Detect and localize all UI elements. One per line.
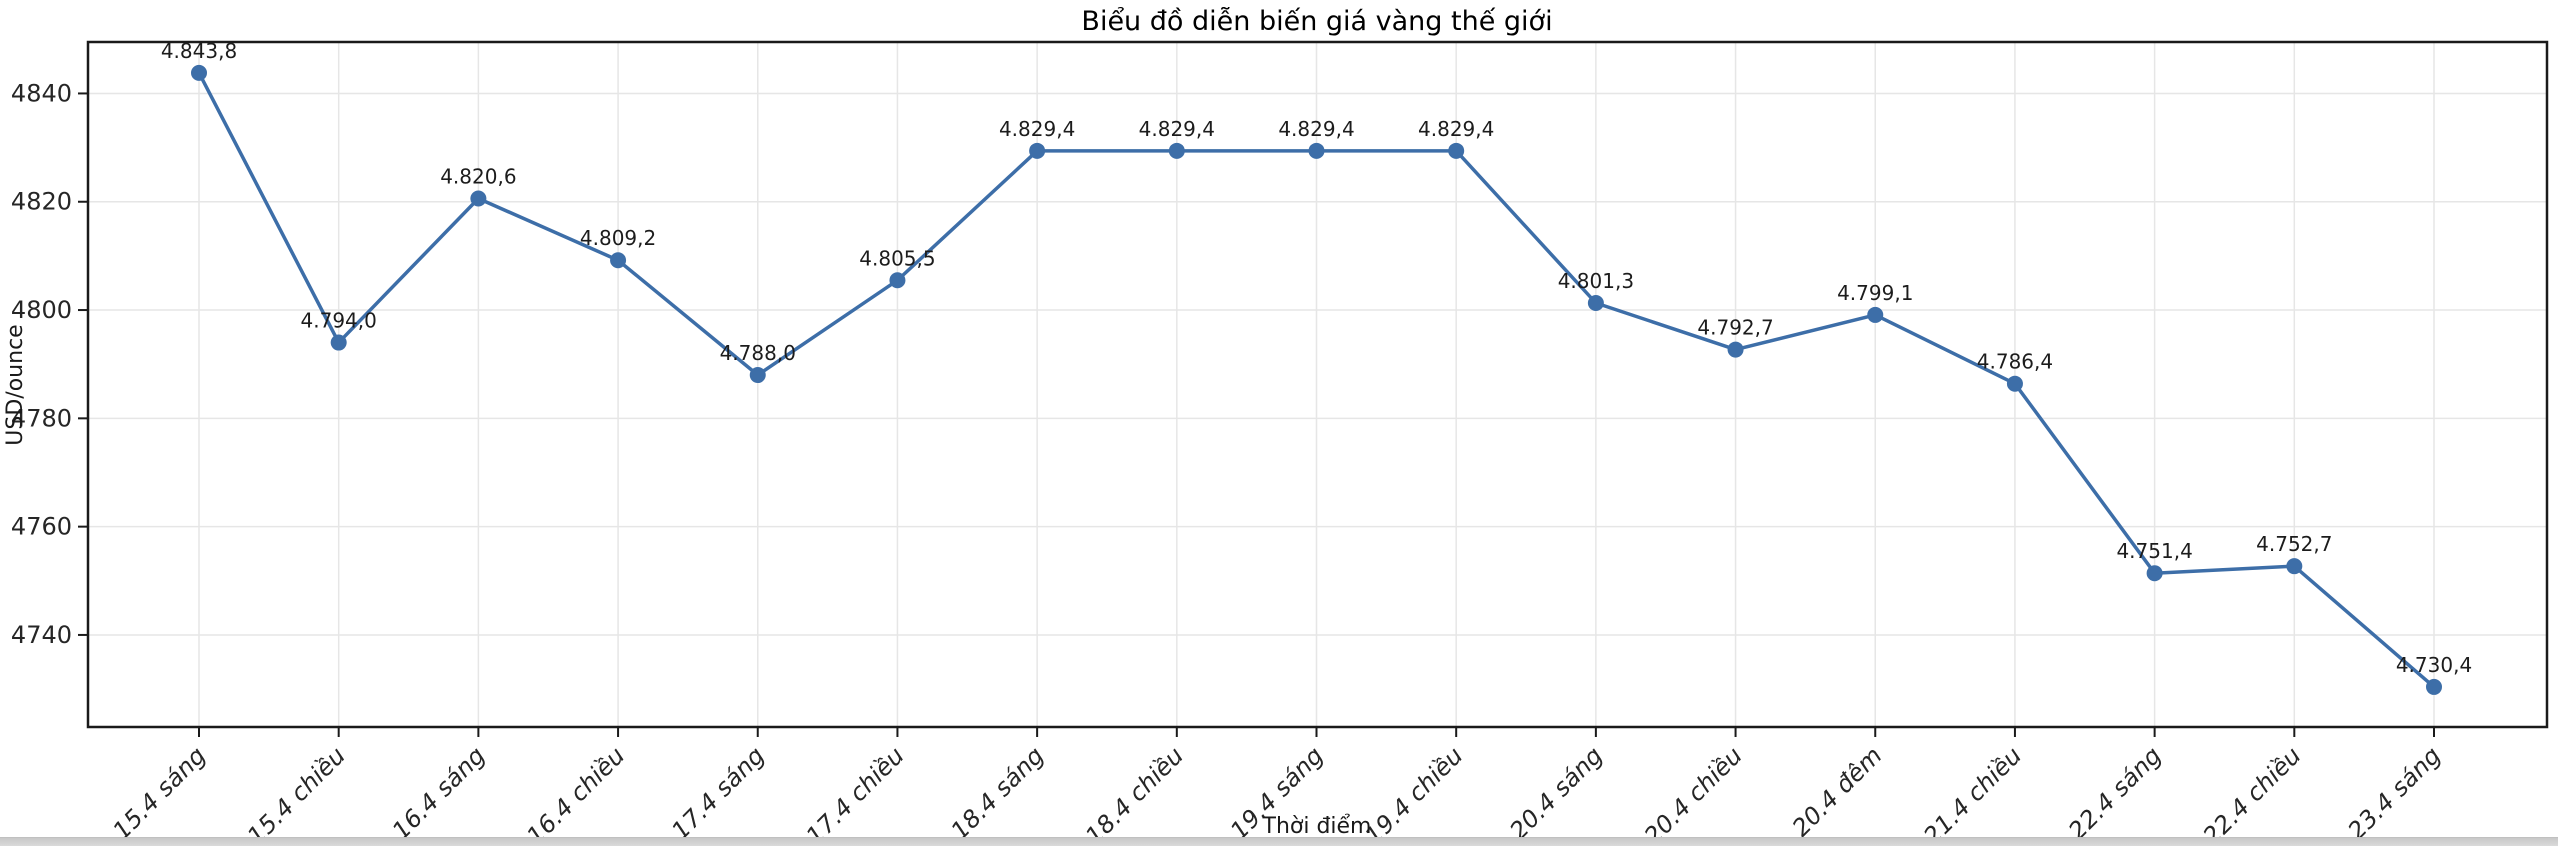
- data-series: [191, 64, 2442, 695]
- data-point-label: 4.751,4: [2116, 539, 2192, 563]
- data-point-marker: [1587, 295, 1604, 312]
- data-point-label: 4.788,0: [720, 341, 796, 365]
- data-point-label: 4.730,4: [2396, 653, 2472, 677]
- data-point-label: 4.786,4: [1977, 350, 2053, 374]
- data-point-label: 4.829,4: [1139, 117, 1215, 141]
- x-axis-title: Thời điểm: [1262, 814, 1372, 839]
- data-point-marker: [889, 272, 906, 289]
- data-point-label: 4.801,3: [1558, 269, 1634, 293]
- y-tick-label: 4740: [11, 621, 72, 649]
- x-tick-label: 20.4 đêm: [1787, 741, 1888, 842]
- data-point-marker: [330, 334, 347, 351]
- x-tick-label: 21.4 chiều: [1918, 741, 2027, 846]
- x-tick-label: 16.4 sáng: [387, 741, 491, 845]
- x-tick-label: 15.4 chiều: [242, 741, 351, 846]
- y-tick-label: 4800: [11, 296, 72, 324]
- data-point-marker: [191, 64, 207, 81]
- data-point-label: 4.843,8: [161, 39, 237, 63]
- data-point-marker: [749, 367, 766, 384]
- data-point-marker: [1308, 142, 1325, 159]
- gridlines: [88, 42, 2547, 727]
- data-point-marker: [1867, 306, 1884, 323]
- window-bottom-strip: [0, 837, 2558, 846]
- data-point-marker: [2146, 565, 2163, 582]
- data-point-label: 4.799,1: [1837, 281, 1913, 305]
- x-tick-label: 20.4 chiều: [1639, 741, 1748, 846]
- data-point-marker: [470, 190, 487, 207]
- y-tick-label: 4820: [11, 188, 72, 216]
- x-tick-label: 16.4 chiều: [521, 741, 630, 846]
- data-point-label: 4.820,6: [440, 164, 516, 188]
- y-tick-label: 4760: [11, 513, 72, 541]
- data-point-label: 4.805,5: [859, 246, 935, 270]
- x-tick-label: 19.4 chiều: [1359, 741, 1468, 846]
- data-point-marker: [2286, 558, 2303, 575]
- y-tick-label: 4840: [11, 79, 72, 107]
- x-tick-label: 17.4 sáng: [666, 741, 770, 845]
- x-tick-label: 18.4 chiều: [1080, 741, 1189, 846]
- x-tick-label: 22.4 chiều: [2198, 741, 2307, 846]
- data-point-marker: [1448, 142, 1465, 159]
- data-point-marker: [1168, 142, 1185, 159]
- x-tick-label: 20.4 sáng: [1504, 741, 1608, 845]
- data-point-marker: [2426, 678, 2442, 695]
- data-labels: 4.843,8 4.794,0 4.820,6 4.809,2 4.788,0 4.805…: [161, 39, 2472, 677]
- x-tick-label: 15.4 sáng: [107, 741, 211, 845]
- data-point-label: 4.829,4: [1418, 117, 1494, 141]
- y-tick-label: 4780: [11, 404, 72, 432]
- data-point-label: 4.752,7: [2256, 532, 2332, 556]
- data-point-label: 4.809,2: [580, 226, 656, 250]
- chart-title: Biểu đồ diễn biến giá vàng thế giới: [1081, 6, 1552, 37]
- data-point-label: 4.794,0: [301, 309, 377, 333]
- x-tick-label: 17.4 chiều: [801, 741, 910, 846]
- x-tick-label: 22.4 sáng: [2063, 741, 2167, 845]
- data-point-label: 4.829,4: [999, 117, 1075, 141]
- x-tick-label: 18.4 sáng: [946, 741, 1050, 845]
- data-point-marker: [2006, 375, 2023, 392]
- x-tick-label: 23.4 sáng: [2342, 741, 2446, 845]
- data-point-label: 4.792,7: [1697, 316, 1773, 340]
- axes: 4740 4760 4780 4800 4820 4840 15.4 sáng 15.4 ch…: [11, 40, 2549, 846]
- y-axis-title: USD/ounce: [3, 324, 28, 445]
- data-point-marker: [610, 252, 627, 269]
- data-point-marker: [1727, 341, 1744, 358]
- data-point-label: 4.829,4: [1278, 117, 1354, 141]
- data-point-marker: [1029, 142, 1046, 159]
